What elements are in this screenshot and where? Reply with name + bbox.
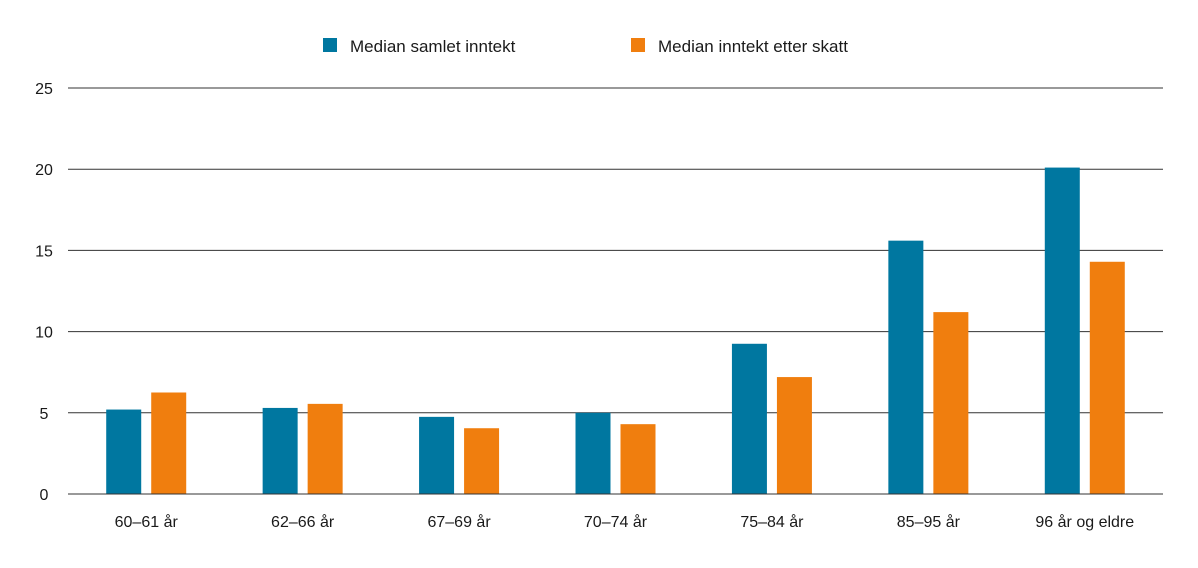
y-tick-label: 10 [35,325,53,342]
bar-samlet-6 [1044,167,1080,495]
gridlines [68,87,1163,495]
x-tick-label: 62–66 år [271,513,335,531]
bar-samlet-3 [575,412,611,494]
bar-samlet-4 [731,343,767,494]
bars [68,167,1163,495]
x-tick-label: 70–74 år [584,513,648,531]
x-axis-labels: 60–61 år 62–66 år 67–69 år 70–74 år 75–84 år… [115,513,1135,531]
bar-etter-skatt-3 [620,424,656,494]
bar-samlet-5 [888,240,924,494]
bar-etter-skatt-6 [1089,261,1125,494]
x-tick-label: 60–61 år [115,513,179,531]
x-tick-label: 96 år og eldre [1035,513,1134,531]
bar-samlet-0 [106,409,142,494]
y-axis-ticks: 0 5 10 15 20 25 [35,81,53,504]
y-tick-label: 20 [35,162,53,179]
x-tick-label: 75–84 år [740,513,804,531]
legend-swatch-1 [631,38,645,52]
legend: Median samlet inntekt Median inntekt ette… [323,37,848,56]
y-tick-label: 5 [40,406,49,423]
legend-label-1: Median inntekt etter skatt [658,37,848,56]
bar-etter-skatt-5 [933,312,969,494]
bar-samlet-1 [262,407,298,494]
x-tick-label: 67–69 år [427,513,491,531]
bar-etter-skatt-1 [307,403,343,494]
bar-etter-skatt-0 [151,392,187,494]
bar-samlet-2 [419,416,455,494]
bar-etter-skatt-4 [776,377,812,494]
bar-etter-skatt-2 [464,428,500,494]
y-tick-label: 0 [40,487,49,504]
y-tick-label: 15 [35,243,53,260]
legend-swatch-0 [323,38,337,52]
y-tick-label: 25 [35,81,53,98]
legend-label-0: Median samlet inntekt [350,37,516,56]
x-tick-label: 85–95 år [897,513,961,531]
